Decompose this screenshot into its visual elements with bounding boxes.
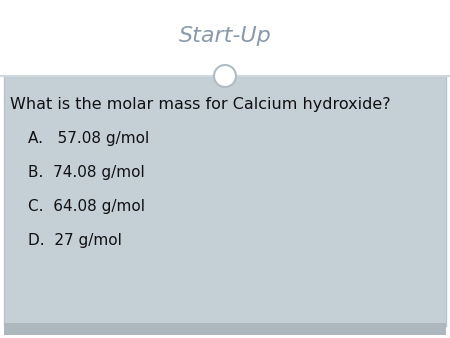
Text: B.  74.08 g/mol: B. 74.08 g/mol: [28, 165, 145, 179]
FancyBboxPatch shape: [4, 323, 446, 335]
FancyBboxPatch shape: [4, 76, 446, 326]
FancyBboxPatch shape: [0, 0, 450, 76]
Text: C.  64.08 g/mol: C. 64.08 g/mol: [28, 198, 145, 214]
Text: Start-Up: Start-Up: [179, 26, 271, 47]
Circle shape: [214, 65, 236, 87]
Text: A.   57.08 g/mol: A. 57.08 g/mol: [28, 130, 149, 145]
Text: What is the molar mass for Calcium hydroxide?: What is the molar mass for Calcium hydro…: [10, 97, 391, 112]
Text: D.  27 g/mol: D. 27 g/mol: [28, 233, 122, 247]
